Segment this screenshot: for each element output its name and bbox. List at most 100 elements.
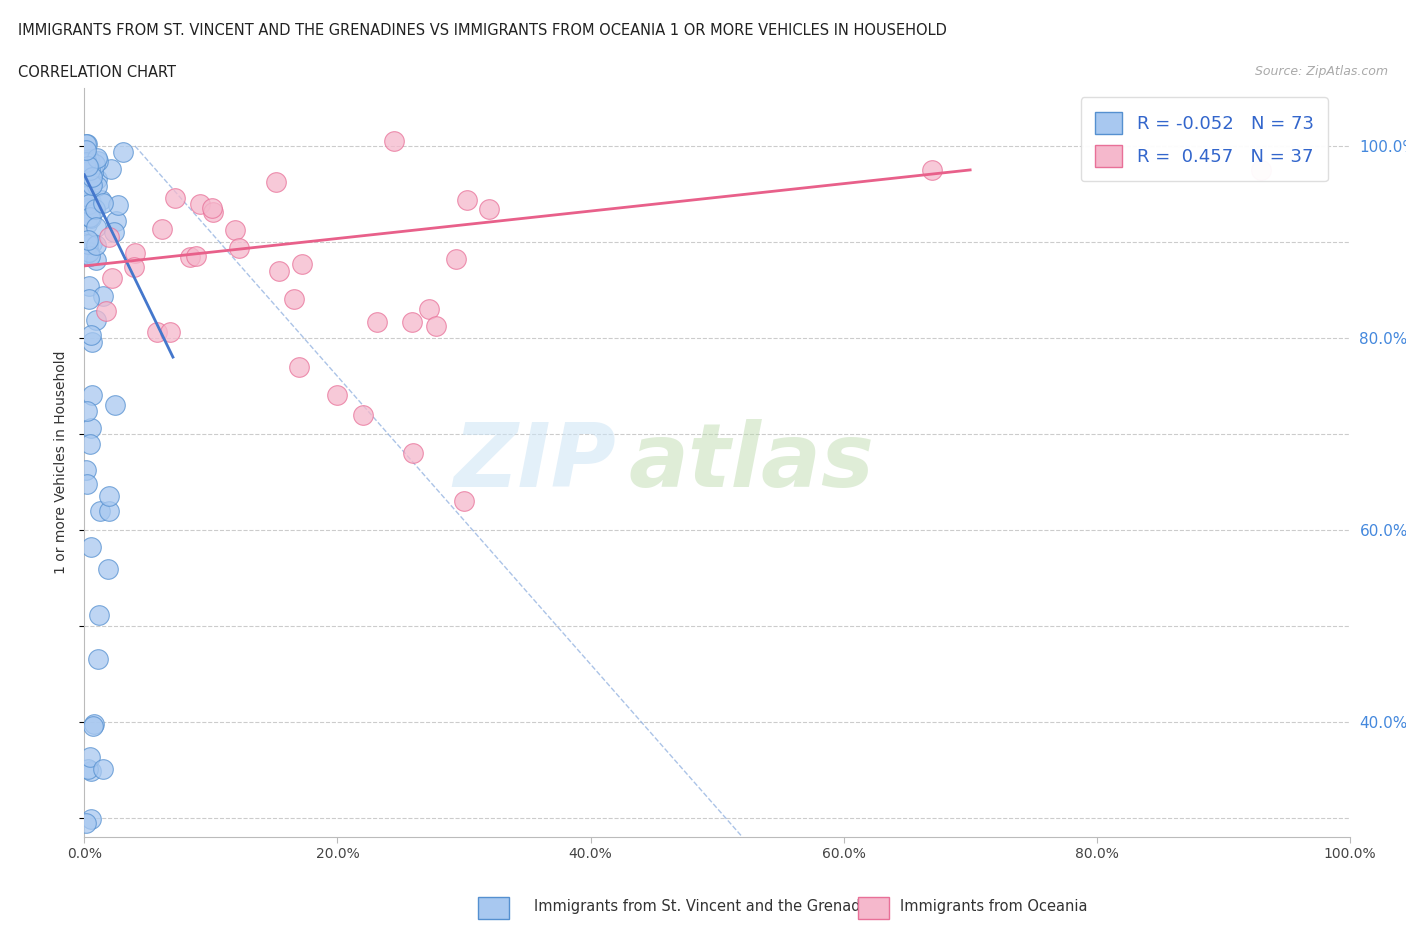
Point	[76, 476, 98, 491]
Point	[80, 764, 103, 778]
Point	[90, 193, 112, 208]
Point	[80, 178, 103, 193]
Point	[77, 291, 100, 306]
Point	[82, 719, 104, 734]
Point	[478, 202, 501, 217]
Point	[288, 359, 311, 374]
Point	[75, 246, 97, 261]
Point	[86, 171, 108, 186]
Point	[101, 271, 124, 286]
Point	[84, 238, 107, 253]
Point	[111, 144, 134, 159]
Point	[75, 143, 97, 158]
Text: ZIP: ZIP	[453, 419, 616, 506]
Text: Immigrants from St. Vincent and the Grenadines: Immigrants from St. Vincent and the Gren…	[534, 899, 891, 914]
Point	[224, 222, 246, 237]
Point	[104, 397, 127, 412]
Point	[283, 291, 305, 306]
Point	[80, 211, 103, 226]
Point	[83, 201, 105, 216]
Point	[75, 196, 97, 211]
Point	[76, 157, 98, 172]
Point	[456, 193, 478, 207]
Point	[84, 253, 107, 268]
Point	[75, 463, 97, 478]
Text: Immigrants from Oceania: Immigrants from Oceania	[900, 899, 1087, 914]
Point	[453, 494, 475, 509]
Point	[82, 235, 104, 250]
Point	[228, 241, 250, 256]
Point	[402, 445, 425, 460]
Point	[79, 812, 101, 827]
Point	[80, 388, 103, 403]
Point	[425, 319, 447, 334]
Point	[146, 325, 169, 339]
Point	[184, 248, 207, 263]
Point	[921, 163, 943, 178]
Point	[77, 245, 100, 259]
Point	[79, 154, 101, 169]
Point	[75, 186, 97, 201]
Point	[89, 504, 111, 519]
Point	[93, 762, 115, 777]
Point	[79, 248, 101, 263]
Point	[82, 165, 104, 179]
Point	[86, 179, 108, 193]
Point	[352, 407, 374, 422]
Text: CORRELATION CHART: CORRELATION CHART	[18, 65, 176, 80]
Point	[264, 175, 287, 190]
Point	[84, 312, 107, 327]
Point	[77, 152, 100, 166]
Point	[124, 259, 146, 274]
Point	[80, 194, 103, 209]
Point	[326, 388, 349, 403]
Point	[76, 137, 98, 152]
Point	[269, 264, 291, 279]
Point	[75, 816, 97, 830]
Point	[201, 201, 224, 216]
Point	[366, 314, 388, 329]
Legend: R = -0.052   N = 73, R =  0.457   N = 37: R = -0.052 N = 73, R = 0.457 N = 37	[1081, 98, 1329, 181]
Point	[291, 257, 314, 272]
Text: atlas: atlas	[628, 419, 875, 506]
Point	[77, 278, 100, 293]
Point	[98, 230, 121, 245]
Point	[124, 246, 146, 260]
Point	[76, 404, 98, 418]
Point	[79, 202, 101, 217]
Point	[79, 209, 101, 224]
Point	[80, 539, 103, 554]
Point	[77, 196, 100, 211]
Point	[87, 652, 110, 667]
Point	[87, 153, 110, 168]
Point	[418, 302, 440, 317]
Point	[76, 200, 98, 215]
Point	[97, 489, 120, 504]
Point	[77, 159, 100, 174]
Point	[163, 191, 186, 206]
Point	[77, 236, 100, 251]
Point	[75, 136, 97, 151]
Point	[80, 327, 103, 342]
Point	[80, 420, 103, 435]
Point	[201, 205, 224, 219]
Point	[1250, 163, 1272, 178]
Point	[89, 608, 111, 623]
Point	[382, 134, 405, 149]
Point	[80, 169, 103, 184]
Point	[76, 216, 98, 231]
Point	[401, 314, 423, 329]
Point	[86, 219, 108, 234]
Point	[97, 562, 120, 577]
Point	[77, 233, 100, 248]
Point	[83, 716, 105, 731]
Point	[91, 288, 114, 303]
Point	[84, 156, 107, 171]
Point	[79, 436, 101, 451]
Point	[107, 198, 129, 213]
Y-axis label: 1 or more Vehicles in Household: 1 or more Vehicles in Household	[55, 351, 69, 575]
Text: Source: ZipAtlas.com: Source: ZipAtlas.com	[1254, 65, 1388, 78]
Point	[150, 222, 173, 237]
Point	[79, 163, 101, 178]
Point	[75, 153, 97, 167]
